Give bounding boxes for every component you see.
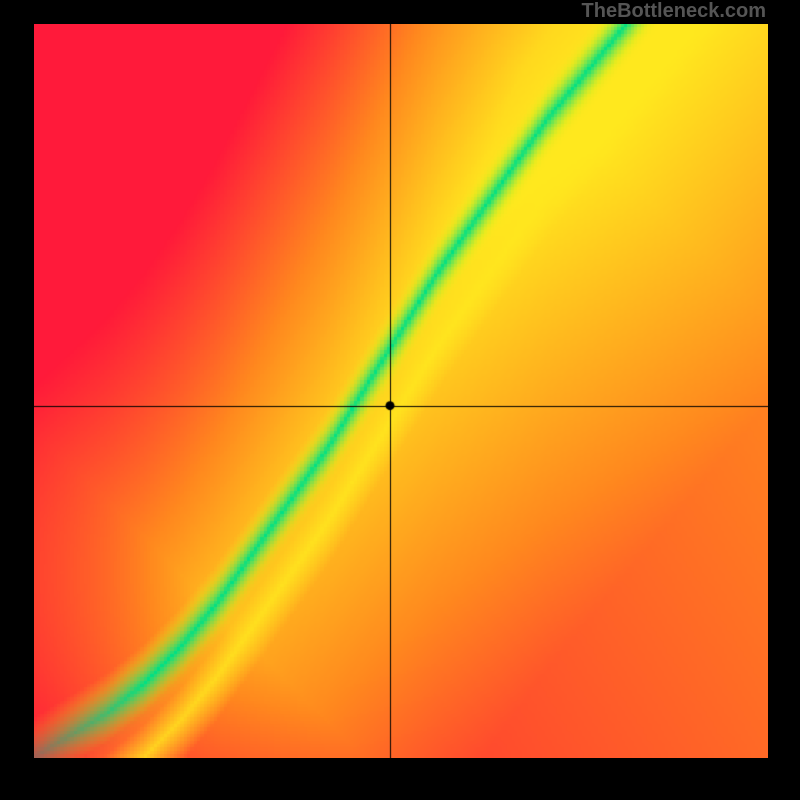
watermark-text: TheBottleneck.com: [582, 0, 766, 23]
chart-container: { "canvas": { "width": 800, "height": 80…: [0, 0, 800, 800]
bottleneck-heatmap: [34, 24, 768, 758]
